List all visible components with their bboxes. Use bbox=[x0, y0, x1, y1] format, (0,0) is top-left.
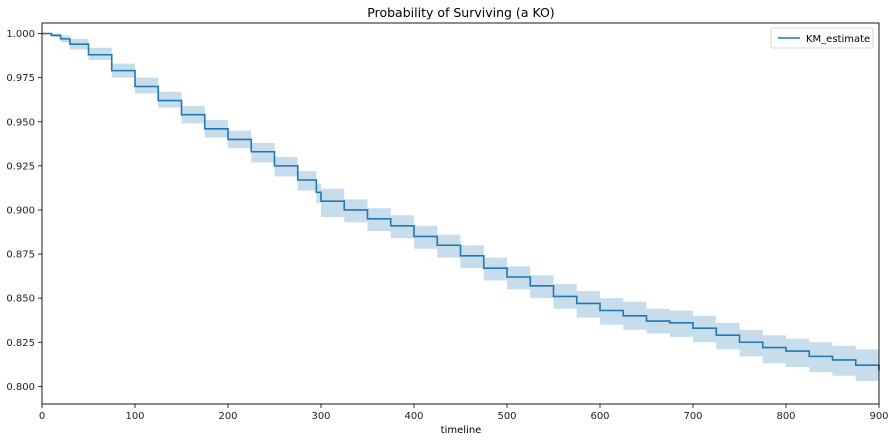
x-axis-ticks: 0 100 200 300 400 500 600 700 800 900 bbox=[39, 404, 889, 422]
x-tick-label: 0 bbox=[39, 411, 45, 422]
y-tick-label: 0.900 bbox=[6, 205, 35, 216]
y-tick-label: 0.800 bbox=[6, 382, 35, 393]
y-tick-label: 1.000 bbox=[6, 29, 35, 40]
x-tick-label: 200 bbox=[218, 411, 237, 422]
x-tick-label: 600 bbox=[590, 411, 609, 422]
km-estimate-line bbox=[42, 32, 880, 371]
y-tick-label: 0.825 bbox=[6, 338, 35, 349]
x-tick-label: 100 bbox=[125, 411, 144, 422]
y-tick-label: 0.850 bbox=[6, 294, 35, 305]
x-tick-label: 300 bbox=[311, 411, 330, 422]
x-axis-label: timeline bbox=[441, 425, 482, 436]
legend-label: KM_estimate bbox=[806, 34, 870, 45]
y-tick-label: 0.875 bbox=[6, 250, 35, 261]
chart-title: Probability of Surviving (a KO) bbox=[367, 5, 554, 20]
confidence-band bbox=[42, 33, 879, 387]
legend-box bbox=[770, 27, 874, 49]
axes-frame bbox=[41, 22, 880, 405]
x-tick-label: 400 bbox=[404, 411, 423, 422]
x-tick-label: 700 bbox=[683, 411, 702, 422]
plot-area bbox=[42, 32, 880, 387]
legend: KM_estimate bbox=[770, 27, 874, 49]
y-tick-label: 0.950 bbox=[6, 117, 35, 128]
y-tick-label: 0.925 bbox=[6, 161, 35, 172]
x-tick-label: 800 bbox=[776, 411, 795, 422]
y-tick-label: 0.975 bbox=[6, 73, 35, 84]
x-tick-label: 500 bbox=[497, 411, 516, 422]
y-axis-ticks: 0.800 0.825 0.850 0.875 0.900 0.925 0.950 0.975… bbox=[6, 29, 42, 393]
x-tick-label: 900 bbox=[869, 411, 888, 422]
